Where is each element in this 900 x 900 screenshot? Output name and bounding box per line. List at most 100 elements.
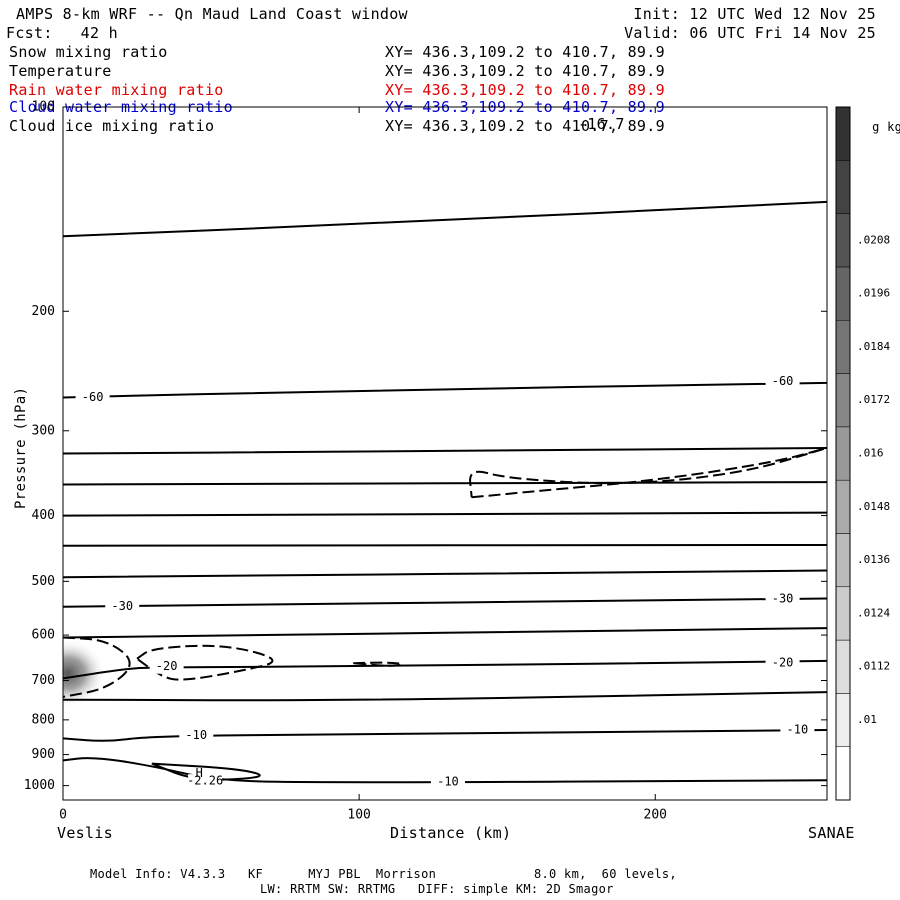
cloud-ice-contour [353,661,404,667]
x-axis: 0 100 200 [59,107,667,823]
y-tick-label: 200 [32,304,55,319]
y-tick-label: 300 [32,423,55,438]
contour-label: -60 [82,390,104,404]
colorbar-tick-label: .016 [857,447,884,460]
field-name: Temperature [9,62,112,80]
colorbar-tick-label: .0184 [857,340,890,353]
y-tick-label: 700 [32,673,55,688]
colorbar-bin [835,106,851,161]
temperature-contour [63,569,827,579]
contour-label: -20 [772,656,794,670]
contour-label-bg [75,390,110,405]
x-axis-label: Distance (km) [390,824,512,842]
temperature-contours [63,200,827,784]
contour-label: -10 [437,775,459,789]
contour-label: -2.26 [187,774,223,788]
x-right-endpoint: SANAE [808,824,855,842]
colorbar-tick-label: .0172 [857,393,890,406]
y-axis: 100 200 300 400 500 600 700 800 900 1000 [24,100,827,793]
colorbar-tick-label: .0208 [857,233,890,246]
colorbar-tick-label: .0112 [857,660,890,673]
y-tick-label: 800 [32,712,55,727]
colorbar-bin [835,586,851,641]
temperature-contour [63,691,827,702]
colorbar-unit: g kg-1 [857,100,900,135]
contour-label-bg [765,592,800,607]
contour-label-bg [765,374,800,389]
cloud-ice-contour [136,644,274,681]
y-tick-label: 900 [32,747,55,762]
colorbar-bin [835,693,851,747]
header-title: AMPS 8-km WRF -- Qn Maud Land Coast wind… [16,5,408,23]
field-xy: XY= 436.3,109.2 to 410.7, 89.9 [385,117,665,135]
colorbar-bin [835,160,851,214]
header-init: Init: 12 UTC Wed 12 Nov 25 [633,5,876,23]
colorbar: .01 .0112 .0124 .0136 .0148 .016 .0172 .0184 .01… [835,106,890,801]
contour-labels: -60 -60 -30 -30 -20 -20 -10 -10 -10 -2.26H [75,374,815,790]
contour-label-bg [149,659,184,674]
y-tick-label: 600 [32,628,55,643]
field-xy: XY= 436.3,109.2 to 410.7, 89.9 [385,43,665,61]
colorbar-frame [835,106,851,801]
cloud-ice-contour [469,447,826,499]
colorbar-bin [835,533,851,588]
field-xy: XY= 436.3,109.2 to 410.7, 89.9 [385,81,665,99]
temperature-contour [63,597,827,608]
x-tick-label: 200 [644,808,667,823]
footer-line-2: LW: RRTM SW: RRTMG DIFF: simple KM: 2D S… [260,882,614,896]
contour-label: -30 [772,592,794,606]
colorbar-tick-label: .0148 [857,500,890,513]
colorbar-bin [835,479,851,534]
contour-label: -10 [787,722,809,736]
colorbar-bin [835,746,851,801]
temperature-contour [63,511,827,517]
temperature-contour [63,481,827,486]
y-tick-label: 500 [32,574,55,589]
contour-label: -20 [156,659,178,673]
temperature-contour [63,627,827,639]
colorbar-bin [835,373,851,428]
colorbar-tick-label: .0196 [857,287,890,300]
footer-line-1: Model Info: V4.3.3 KF MYJ PBL Morrison 8… [90,867,677,881]
cloud-ice-contours [63,447,826,698]
x-left-endpoint: Veslis [57,824,113,842]
contour-label: -30 [111,599,133,613]
contour-label: -10 [185,728,207,742]
x-tick-label: 0 [59,808,67,823]
field-name: Snow mixing ratio [9,43,168,61]
temperature-contour [63,381,827,399]
contour-label-bg [105,599,140,614]
plot-frame [62,106,828,801]
y-tick-label: 1000 [24,778,55,793]
y-axis-label: Pressure (hPa) [13,386,29,509]
header-fcst: Fcst: 42 h [6,24,118,42]
colorbar-bin [835,319,851,374]
temperature-contour [63,200,827,238]
field-name: Rain water mixing ratio [9,81,224,99]
contour-label: -60 [772,374,794,388]
extremum-marker: H [196,766,203,780]
temperature-contour [63,659,827,680]
temperature-contour [63,757,827,784]
colorbar-tick-label: .01 [857,713,877,726]
y-tick-label: 100 [32,100,55,115]
field-name: Cloud ice mixing ratio [9,117,215,135]
contour-label-bg [179,728,214,743]
temperature-contour [63,544,827,547]
cloud-ice-contour [63,636,131,698]
colorbar-bin [835,426,851,481]
contour-label-bg [188,774,223,789]
colorbar-unit-text: g kg [872,120,900,134]
temperature-contour [63,447,827,455]
y-tick-label: 400 [32,508,55,523]
colorbar-bin [835,639,851,694]
temperature-contour [63,729,827,742]
field-xy: XY= 436.3,109.2 to 410.7, 89.9 [385,62,665,80]
contour-label-bg [780,722,815,737]
colorbar-bin [835,266,851,321]
x-tick-label: 100 [347,808,370,823]
overlap-value: -16.7 [578,115,625,133]
header-valid: Valid: 06 UTC Fri 14 Nov 25 [624,24,876,42]
colorbar-tick-label: .0124 [857,606,890,619]
